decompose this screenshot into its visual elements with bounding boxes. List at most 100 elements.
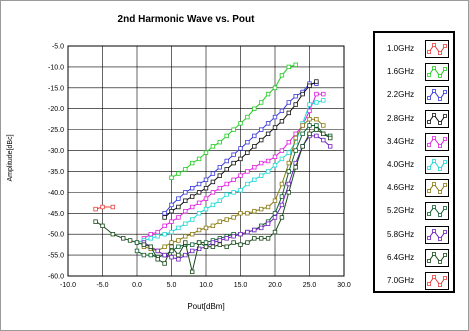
data-point — [176, 252, 181, 258]
data-point — [314, 116, 319, 122]
data-point — [183, 167, 188, 172]
legend-item: 3.4GHz — [375, 132, 453, 154]
data-point — [279, 181, 285, 187]
series-line — [143, 135, 331, 260]
y-tick-label: -45.0 — [48, 211, 64, 218]
data-point — [265, 91, 271, 97]
data-point — [286, 110, 291, 116]
legend-label: 5.8GHz — [387, 229, 415, 239]
data-point — [245, 181, 250, 187]
data-point — [279, 202, 285, 208]
data-point — [272, 85, 278, 91]
legend-label: 2.8GHz — [387, 113, 415, 123]
data-point — [196, 200, 202, 206]
data-point — [183, 190, 188, 195]
legend-label: 3.4GHz — [387, 136, 415, 146]
data-point — [293, 148, 298, 153]
data-point — [203, 196, 209, 201]
x-tick-label: 30.0 — [337, 282, 351, 289]
data-point — [238, 146, 243, 151]
data-point — [231, 177, 236, 183]
data-point — [162, 215, 167, 220]
data-point — [238, 121, 243, 126]
data-point — [293, 93, 298, 99]
data-point — [217, 139, 222, 145]
data-point — [169, 208, 174, 214]
data-point — [307, 116, 312, 122]
data-point — [169, 240, 174, 245]
legend-item: 4.6GHz — [375, 178, 453, 200]
data-point — [327, 144, 333, 149]
data-point — [314, 133, 319, 139]
series-6.4GHz — [93, 127, 333, 275]
data-point — [245, 139, 250, 145]
data-point — [148, 231, 153, 237]
data-point — [196, 181, 202, 187]
data-point — [286, 150, 291, 155]
data-point — [224, 236, 229, 241]
data-point — [265, 131, 271, 137]
legend-swatch — [425, 40, 449, 58]
data-point — [176, 215, 181, 220]
data-point — [265, 236, 271, 241]
legend-item: 5.2GHz — [375, 201, 453, 223]
y-tick-label: -55.0 — [48, 253, 64, 260]
x-tick-label: 15.0 — [234, 282, 248, 289]
legend-item: 2.2GHz — [375, 85, 453, 107]
data-point — [189, 204, 195, 210]
legend-label: 1.6GHz — [387, 67, 415, 77]
data-point — [272, 154, 278, 160]
data-point — [189, 194, 195, 199]
legend-swatch — [425, 109, 449, 128]
data-point — [293, 102, 298, 107]
data-point — [162, 244, 167, 249]
data-point — [224, 192, 229, 197]
data-point — [321, 91, 326, 97]
data-point — [238, 211, 243, 216]
y-tick-label: -30.0 — [48, 148, 64, 155]
y-axis-label: Amplitude[dBc] — [7, 134, 14, 181]
data-point — [279, 119, 285, 124]
data-point — [286, 139, 291, 145]
legend-item: 7.0GHz — [375, 271, 453, 293]
data-point — [279, 194, 285, 199]
x-tick-label: 20.0 — [268, 282, 282, 289]
data-point — [134, 240, 140, 245]
legend-label: 5.2GHz — [387, 206, 415, 216]
y-tick-label: -35.0 — [48, 169, 64, 176]
data-point — [307, 102, 312, 107]
data-point — [245, 169, 250, 174]
legend-label: 6.4GHz — [387, 252, 415, 262]
legend-item: 2.8GHz — [375, 109, 453, 131]
data-point — [300, 91, 305, 97]
data-point — [238, 231, 243, 237]
legend-swatch — [425, 63, 449, 82]
data-point — [252, 133, 257, 139]
data-point — [176, 244, 181, 249]
data-point — [300, 144, 305, 149]
data-point — [169, 175, 174, 180]
y-tick-label: -50.0 — [48, 232, 64, 239]
data-point — [203, 240, 209, 245]
data-point — [321, 98, 326, 103]
data-point — [258, 137, 264, 143]
series-line — [95, 129, 331, 272]
data-point — [176, 225, 181, 231]
data-point — [245, 211, 250, 216]
series-3.4GHz — [141, 91, 326, 241]
x-tick-label: 25.0 — [303, 282, 317, 289]
data-point — [176, 257, 181, 262]
legend-label: 4.6GHz — [387, 183, 415, 193]
legend-swatch — [425, 179, 449, 198]
data-point — [252, 144, 257, 149]
data-point — [169, 202, 174, 208]
data-point — [265, 158, 271, 164]
axis-ticks: -10.0 -5.0 0.0 5.0 10.0 15.0 20.0 25.0 30.0 -5.0 -… — [48, 44, 351, 290]
data-point — [162, 211, 167, 216]
data-point — [217, 238, 222, 243]
data-point — [203, 150, 209, 155]
data-point — [210, 223, 216, 229]
series-4.0GHz — [134, 98, 326, 245]
y-tick-label: -5.0 — [52, 44, 64, 51]
data-point — [210, 144, 216, 149]
